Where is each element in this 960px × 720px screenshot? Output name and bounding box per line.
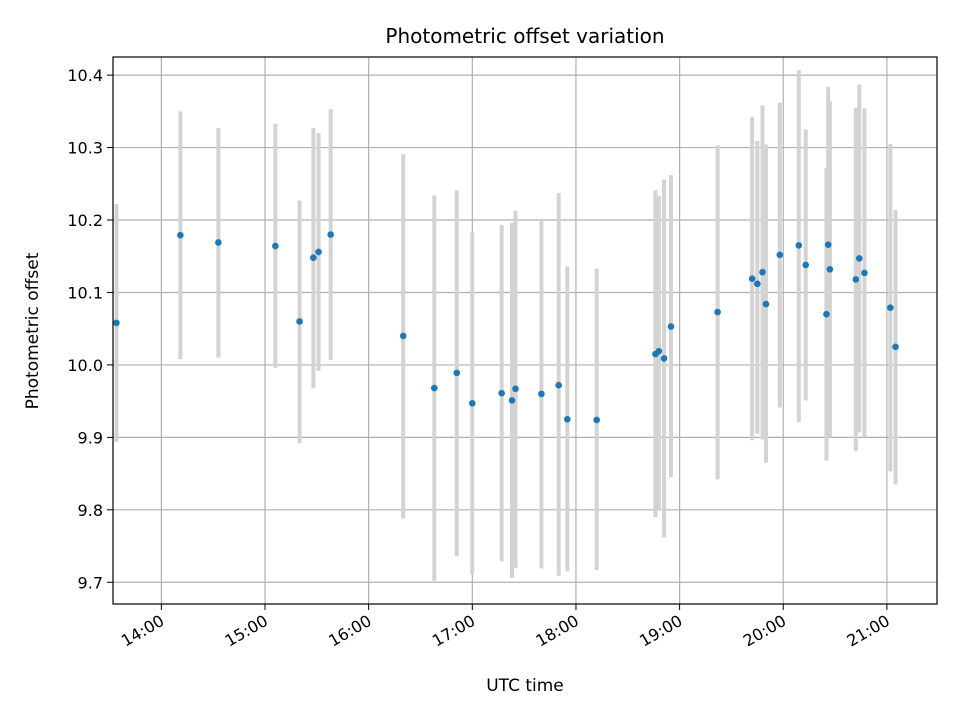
data-point [667,323,675,330]
data-point [272,242,279,250]
data-point [852,276,860,283]
error-bars [114,70,898,581]
data-point [555,381,562,389]
data-point [823,310,830,318]
data-point [861,269,868,277]
y-tick-label: 10.0 [67,356,103,375]
data-point [453,369,461,377]
y-axis-ticks: 9.7 9.8 9.9 10.0 10.1 10.2 10.3 10.4 [67,66,113,592]
data-point [327,231,334,238]
data-point [655,347,663,355]
data-point [431,384,438,392]
y-tick-label: 10.4 [67,66,103,85]
data-point [177,231,184,239]
data-point [310,254,317,261]
x-tick-label: 21:00 [843,611,892,651]
y-axis-label: Photometric offset [23,252,43,409]
data-point [802,261,810,269]
x-tick-label: 15:00 [222,611,271,651]
data-point [508,397,516,404]
y-tick-label: 9.9 [78,428,103,447]
data-point [469,400,476,407]
data-point [660,355,668,362]
data-point [855,255,863,262]
data-point [795,242,803,249]
x-tick-label: 16:00 [325,611,374,651]
data-point [776,251,784,259]
y-tick-label: 9.8 [78,501,103,520]
y-tick-label: 10.1 [67,283,103,302]
data-point [892,343,899,351]
data-point [538,390,545,398]
data-point [215,239,222,246]
data-point [748,275,756,282]
data-point [824,241,832,248]
data-point [512,385,519,393]
x-tick-label: 18:00 [533,611,582,651]
data-point [887,304,894,311]
data-point [759,268,766,276]
data-point [754,280,761,288]
data-point [315,248,322,256]
y-tick-label: 10.2 [67,211,103,230]
x-axis-label: UTC time [486,676,564,696]
x-tick-label: 14:00 [118,611,167,651]
data-point [714,308,721,316]
data-point [564,415,571,423]
x-axis-ticks: 14:00 15:00 16:00 17:00 18:00 19:00 20:00 21:00 [118,604,893,651]
chart-title: Photometric offset variation [385,24,664,48]
x-tick-label: 19:00 [636,611,685,651]
x-tick-label: 20:00 [740,611,789,651]
data-point [113,319,120,327]
data-point [498,389,505,397]
data-points [113,231,899,424]
data-point [826,265,834,273]
grid [113,57,937,604]
data-point [762,300,770,308]
y-tick-label: 10.3 [67,139,103,158]
data-point [296,318,303,325]
x-tick-label: 17:00 [429,611,478,651]
data-point [399,332,407,340]
data-point [593,416,600,424]
plot-frame [112,56,938,605]
y-tick-label: 9.7 [78,573,103,592]
